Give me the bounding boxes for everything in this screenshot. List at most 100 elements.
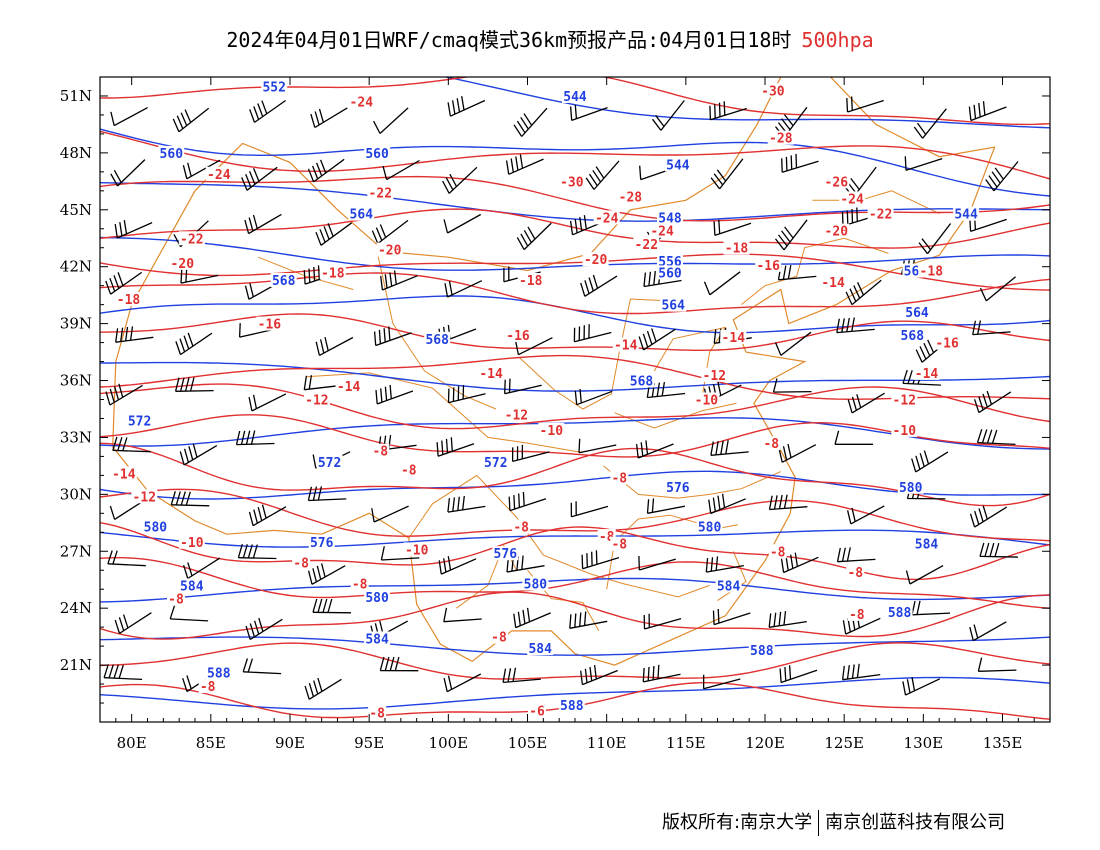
temperature-contour-label: -18 bbox=[725, 242, 749, 257]
height-contour-label-bg bbox=[364, 589, 391, 604]
wind-barb bbox=[502, 667, 541, 684]
wind-barb bbox=[836, 317, 875, 334]
wind-barb bbox=[436, 437, 475, 457]
temperature-contour-label-bg bbox=[847, 606, 866, 621]
wind-barb bbox=[170, 491, 210, 507]
temperature-contour-line bbox=[100, 383, 1050, 430]
temperature-contour-line bbox=[100, 313, 1050, 351]
height-contour-label: 588 bbox=[207, 667, 231, 682]
height-contour-label-bg bbox=[424, 331, 451, 346]
temperature-contour-label-bg bbox=[115, 292, 142, 306]
wind-barb bbox=[585, 160, 620, 190]
wind-barb bbox=[710, 440, 749, 456]
temperature-contour-label-bg bbox=[169, 255, 196, 270]
temperature-contour-label-bg bbox=[319, 265, 346, 280]
wind-barb bbox=[708, 493, 746, 515]
height-contour-label: 572 bbox=[318, 456, 341, 471]
height-contour-label-bg bbox=[664, 479, 691, 494]
height-contour-label: 584 bbox=[528, 642, 552, 657]
temperature-contour-label-bg bbox=[759, 83, 786, 98]
temperature-contour-label-bg bbox=[693, 392, 720, 407]
temperature-contour-label: -8 bbox=[372, 445, 388, 460]
wind-barb bbox=[379, 656, 419, 672]
temperature-contour-label-bg bbox=[846, 565, 865, 580]
temperature-contour-label-bg bbox=[820, 274, 847, 289]
wind-barb bbox=[774, 219, 808, 251]
wind-barb bbox=[703, 271, 741, 296]
temperature-contour-label: -28 bbox=[619, 191, 643, 206]
wind-barb bbox=[713, 219, 752, 237]
temperature-contour-label: -26 bbox=[825, 175, 849, 190]
height-contour-label: 560 bbox=[658, 266, 682, 281]
temperature-contour-line bbox=[100, 130, 1050, 180]
province-boundary bbox=[812, 190, 940, 215]
wind-barb bbox=[985, 161, 1019, 192]
height-contour-label-bg bbox=[953, 206, 980, 221]
height-contour-label-bg bbox=[558, 697, 585, 712]
wind-barb bbox=[244, 213, 282, 235]
temperature-contour-label-bg bbox=[593, 210, 620, 225]
temperature-contour-label: -8 bbox=[352, 578, 368, 593]
wind-barb bbox=[904, 156, 943, 171]
wind-barb bbox=[638, 328, 676, 351]
height-contour-label: 584 bbox=[717, 579, 741, 594]
x-tick-label: 90E bbox=[275, 734, 305, 752]
temperature-contour-label: -20 bbox=[584, 253, 608, 268]
height-contour-label: 560 bbox=[160, 147, 184, 162]
wind-barb bbox=[444, 280, 483, 298]
x-tick-label: 115E bbox=[666, 734, 706, 752]
temperature-contour-label-bg bbox=[823, 223, 850, 238]
wind-barb bbox=[846, 96, 884, 113]
wind-barb bbox=[115, 326, 154, 343]
temperature-contour-label-bg bbox=[292, 555, 311, 570]
temperature-contour-label: -30 bbox=[560, 175, 584, 190]
temperature-contour-label-bg bbox=[767, 130, 794, 145]
temperature-contour-label: -8 bbox=[200, 680, 216, 695]
wind-barb bbox=[905, 565, 944, 585]
wind-barb bbox=[103, 664, 143, 681]
province-boundary bbox=[258, 256, 354, 290]
height-contour-label: 564 bbox=[350, 208, 374, 223]
temperature-contour-label-bg bbox=[490, 629, 508, 644]
temperature-contour-label-bg bbox=[303, 392, 330, 407]
x-tick-label: 95E bbox=[354, 734, 384, 752]
temperature-contour-label-bg bbox=[367, 185, 394, 200]
temperature-contour-label-bg bbox=[918, 263, 945, 278]
height-contour-line bbox=[100, 577, 1050, 603]
temperature-contour-line bbox=[100, 488, 1050, 542]
temperature-contour-label-bg bbox=[867, 206, 894, 221]
height-contour-label-bg bbox=[897, 479, 924, 494]
temperature-contour-label-bg bbox=[371, 443, 390, 458]
wind-barb bbox=[772, 378, 812, 393]
wind-barb bbox=[443, 673, 482, 693]
province-boundary bbox=[519, 298, 671, 410]
temperature-contour-label: -8 bbox=[401, 464, 417, 479]
temperature-contours bbox=[100, 77, 1050, 720]
temperature-contour-label: -6 bbox=[529, 705, 545, 720]
height-contour-label: 588 bbox=[560, 699, 584, 714]
province-boundary bbox=[740, 237, 889, 305]
wind-barb bbox=[312, 598, 352, 614]
temperature-contour-label-bg bbox=[350, 576, 369, 591]
wind-barb bbox=[712, 608, 751, 626]
wind-barb bbox=[580, 665, 618, 686]
temperature-contour-label-bg bbox=[528, 703, 546, 718]
temperature-contour-label-bg bbox=[649, 223, 676, 238]
height-contour-label-bg bbox=[657, 254, 683, 268]
height-contour-label-bg bbox=[142, 519, 169, 534]
height-contour-label: 568 bbox=[901, 329, 925, 344]
footer-left: 版权所有:南京大学 bbox=[662, 812, 813, 833]
temperature-contour-label-bg bbox=[167, 591, 185, 606]
wind-barb bbox=[241, 166, 278, 191]
temperature-contour-label: -14 bbox=[479, 367, 503, 382]
height-contour-label-bg bbox=[657, 265, 683, 280]
temperature-contour-label-bg bbox=[517, 273, 544, 287]
wind-barb bbox=[508, 491, 547, 512]
wind-barb bbox=[172, 107, 210, 133]
temperature-contour-label: -22 bbox=[869, 208, 892, 223]
temperature-contour-label-bg bbox=[768, 544, 787, 559]
temperature-contour-label-bg bbox=[762, 436, 781, 451]
wind-barb bbox=[774, 331, 812, 356]
